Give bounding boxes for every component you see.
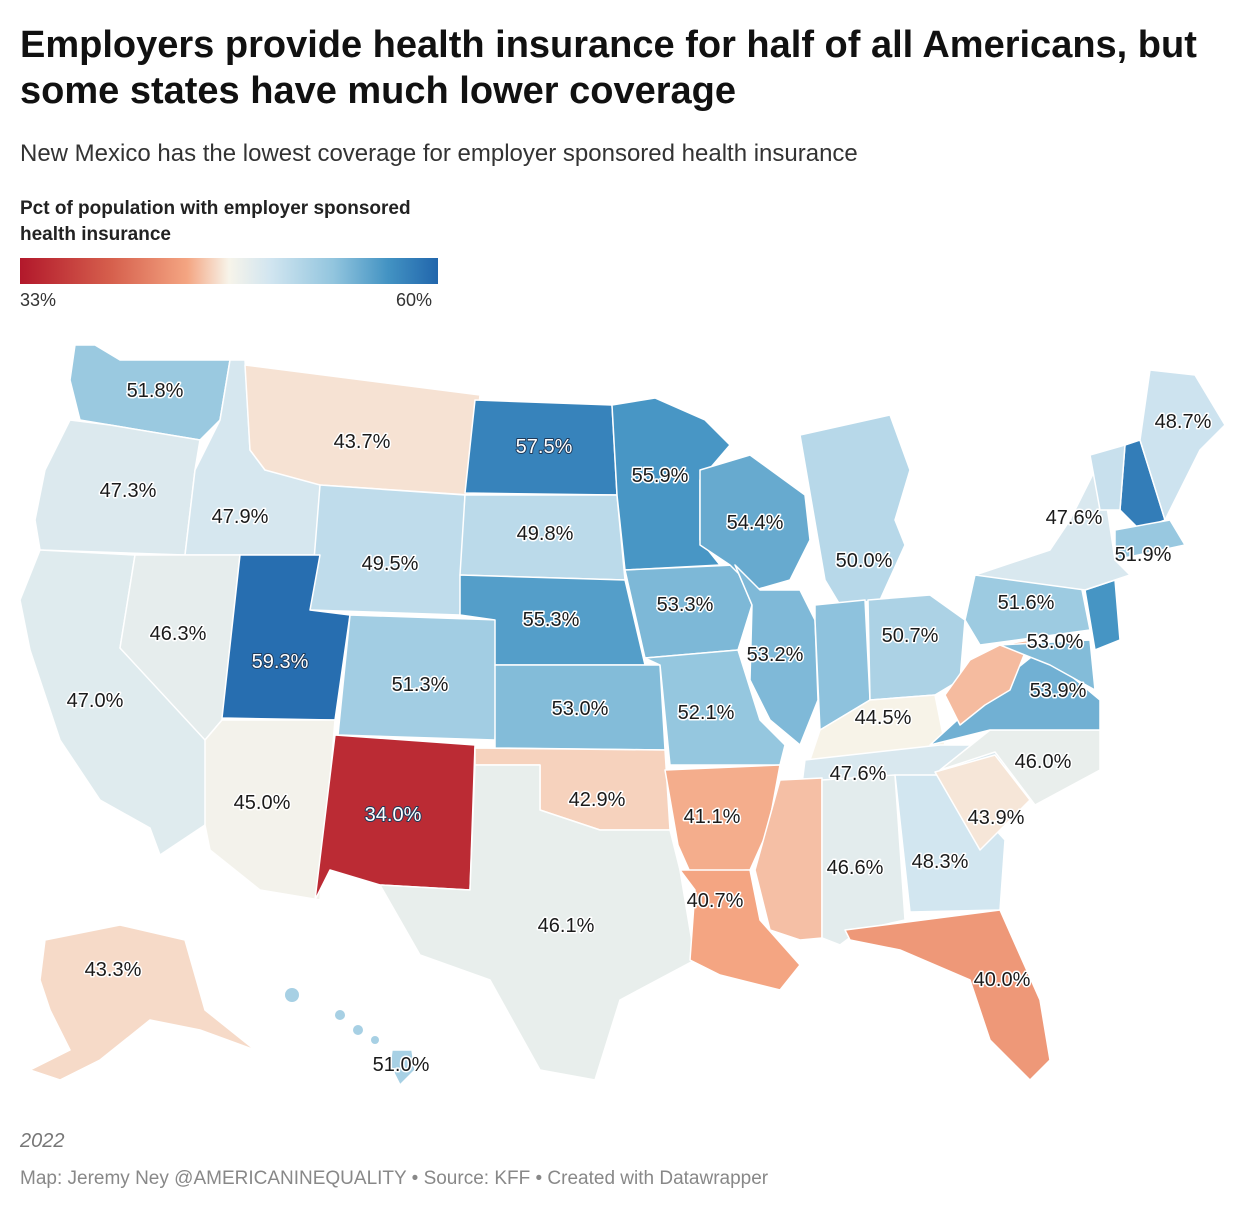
state-label-ne: 55.3% <box>523 609 580 631</box>
state-label-nd: 57.5% <box>516 436 573 458</box>
state-shapes <box>19 344 1226 1086</box>
state-vt[interactable] <box>1089 444 1126 511</box>
state-label-ca: 47.0% <box>67 690 124 712</box>
state-la[interactable] <box>679 869 801 991</box>
state-ms[interactable] <box>754 777 823 941</box>
state-label-mi: 50.0% <box>836 550 893 572</box>
state-label-me: 48.7% <box>1155 411 1212 433</box>
state-label-mt: 43.7% <box>334 431 391 453</box>
state-label-wi: 54.4% <box>727 512 784 534</box>
state-label-ky: 44.5% <box>855 707 912 729</box>
state-label-md: 53.0% <box>1027 631 1084 653</box>
state-ia[interactable] <box>624 564 753 659</box>
state-label-va: 53.9% <box>1030 680 1087 702</box>
state-label-ut: 59.3% <box>252 651 309 673</box>
state-label-id: 47.9% <box>212 506 269 528</box>
us-choropleth-map: 51.8% 47.3% 47.0% 47.9% 46.3% 43.7% 49.5% 59.3%… <box>19 344 1226 1086</box>
legend-title: Pct of population with employer sponsore… <box>20 198 411 245</box>
state-az[interactable] <box>204 719 336 901</box>
state-label-pa: 51.6% <box>998 592 1055 614</box>
state-il[interactable] <box>734 564 819 746</box>
state-fl[interactable] <box>844 909 1051 1081</box>
state-label-nv: 46.3% <box>150 623 207 645</box>
state-label-nc: 46.0% <box>1015 751 1072 773</box>
state-label-oh: 50.7% <box>882 625 939 647</box>
state-label-tx: 46.1% <box>538 915 595 937</box>
state-me[interactable] <box>1139 369 1226 521</box>
state-oh[interactable] <box>867 594 966 701</box>
state-wa[interactable] <box>69 344 231 441</box>
state-ma[interactable] <box>1114 519 1186 561</box>
state-label-ma: 51.9% <box>1115 544 1172 566</box>
state-hi-island <box>285 988 299 1002</box>
chart-title: Employers provide health insurance for h… <box>20 24 1197 112</box>
footer-credit: Map: Jeremy Ney @AMERICANINEQUALITY • So… <box>20 1168 769 1189</box>
state-wi[interactable] <box>699 454 811 591</box>
legend-color-scale <box>20 258 438 284</box>
state-label-ak: 43.3% <box>85 959 142 981</box>
state-label-il: 53.2% <box>747 644 804 666</box>
state-mi[interactable] <box>799 414 911 606</box>
state-label-la: 40.7% <box>687 890 744 912</box>
state-wv[interactable] <box>944 639 1031 726</box>
state-hi-island <box>335 1010 345 1020</box>
state-label-ok: 42.9% <box>569 789 626 811</box>
state-mo[interactable] <box>644 649 786 766</box>
legend-max-label: 60% <box>396 290 433 310</box>
state-label-az: 45.0% <box>234 792 291 814</box>
state-label-sc: 43.9% <box>968 807 1025 829</box>
state-label-or: 47.3% <box>100 480 157 502</box>
state-label-mn: 55.9% <box>632 465 689 487</box>
state-labels: 51.8% 47.3% 47.0% 47.9% 46.3% 43.7% 49.5% 59.3%… <box>65 379 1213 1078</box>
state-label-wy: 49.5% <box>362 553 419 575</box>
state-md[interactable] <box>999 639 1096 691</box>
state-label-sd: 49.8% <box>517 523 574 545</box>
state-label-hi: 51.0% <box>373 1054 430 1076</box>
state-label-ny: 47.6% <box>1046 507 1103 529</box>
state-hi-island <box>353 1025 363 1035</box>
state-label-ia: 53.3% <box>657 594 714 616</box>
state-ak[interactable] <box>29 924 256 1081</box>
state-sc[interactable] <box>934 754 1031 851</box>
chart-subtitle: New Mexico has the lowest coverage for e… <box>20 140 858 167</box>
state-hi[interactable] <box>389 1049 416 1086</box>
footer-year: 2022 <box>20 1130 65 1152</box>
state-label-fl: 40.0% <box>974 969 1031 991</box>
state-wy[interactable] <box>309 484 466 616</box>
state-label-ga: 48.3% <box>912 851 969 873</box>
state-label-co: 51.3% <box>392 674 449 696</box>
state-label-ks: 53.0% <box>552 698 609 720</box>
state-label-ar: 41.1% <box>684 806 741 828</box>
legend-min-label: 33% <box>20 290 57 310</box>
state-label-al: 46.6% <box>827 857 884 879</box>
state-hi-island <box>371 1036 379 1044</box>
state-pa[interactable] <box>964 574 1091 646</box>
state-label-tn: 47.6% <box>830 763 887 785</box>
state-label-wa: 51.8% <box>127 380 184 402</box>
state-label-nm: 34.0% <box>365 804 422 826</box>
state-label-mo: 52.1% <box>678 702 735 724</box>
